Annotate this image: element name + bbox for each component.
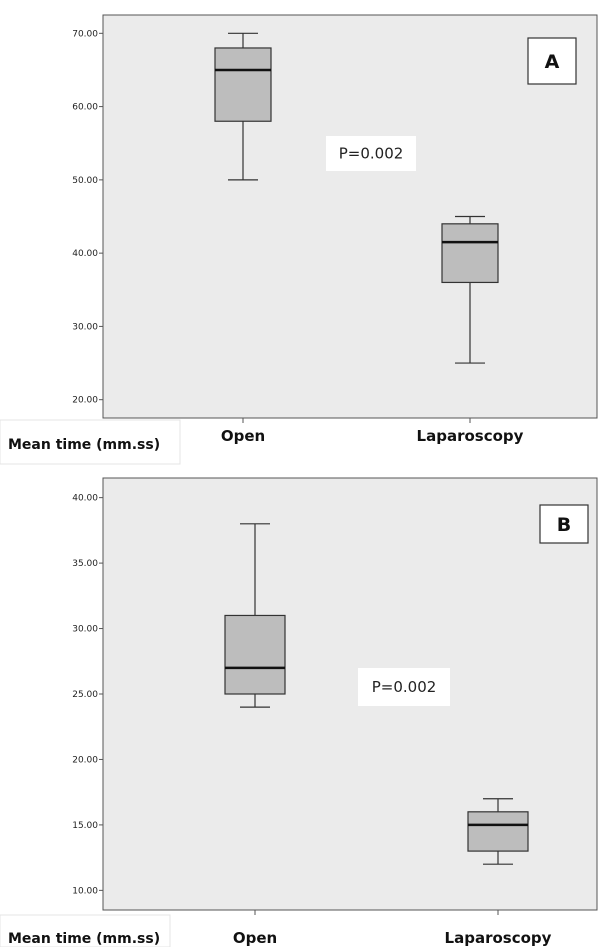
y-tick-label: 35.00 [72,559,98,569]
y-tick-label: 30.00 [72,322,98,332]
iqr-box [441,223,499,284]
category-label: Laparoscopy [445,929,552,947]
y-tick-label: 60.00 [72,103,98,113]
y-tick-label: 40.00 [72,249,98,259]
y-tick-label: 25.00 [72,690,98,700]
x-axis-label: Mean time (mm.ss) [8,437,160,453]
plot-area [102,14,598,419]
y-tick-label: 50.00 [72,176,98,186]
iqr-box [224,614,286,695]
iqr-box [214,47,272,122]
panel-letter-box [539,504,589,544]
p-value-box [358,668,450,706]
y-tick-label: 20.00 [72,755,98,765]
panel-a-boxplot: 20.00 30.00 40.00 50.00 60.00 70.00 Open Laparo… [0,14,598,465]
y-tick-label: 70.00 [72,29,98,39]
box-laparoscopy [467,798,529,865]
panel-letter: A [545,51,560,73]
y-tick-label: 20.00 [72,396,98,406]
y-tick-label: 30.00 [72,625,98,635]
x-axis-label: Mean time (mm.ss) [8,931,160,947]
y-tick-label: 40.00 [72,494,98,504]
p-value-annotation: P=0.002 [339,145,404,163]
box-open [224,523,286,708]
iqr-box [467,811,529,852]
category-label: Open [221,427,265,445]
x-axis-label-box [0,419,181,465]
category-label: Open [233,929,277,947]
panel-letter: B [557,514,571,536]
panel-letter-box [527,37,577,85]
y-tick-label: 15.00 [72,821,98,831]
panel-b-boxplot: 10.00 15.00 20.00 25.00 30.00 35.00 40.00 Open L… [0,477,598,947]
x-axis-label-box [0,914,171,947]
p-value-box [326,136,416,171]
y-tick-label: 10.00 [72,886,98,896]
box-open [214,32,272,181]
category-label: Laparoscopy [417,427,524,445]
p-value-annotation: P=0.002 [372,678,437,696]
box-laparoscopy [441,215,499,364]
